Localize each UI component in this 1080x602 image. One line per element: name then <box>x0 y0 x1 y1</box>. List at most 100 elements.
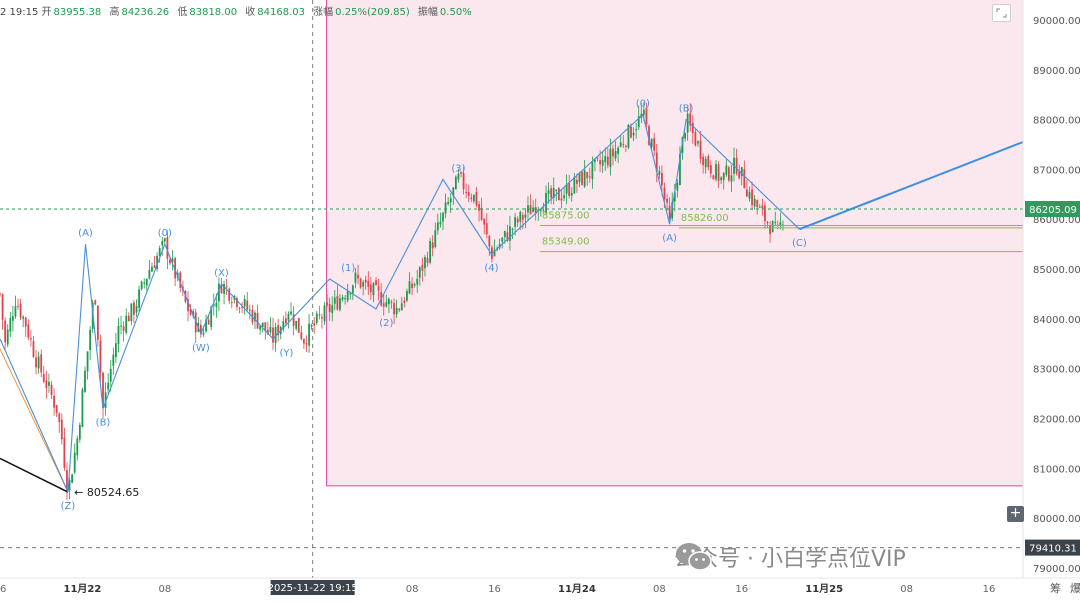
candle <box>94 299 97 306</box>
candle <box>133 300 135 324</box>
candle-body <box>751 189 753 206</box>
candle-body <box>393 303 395 315</box>
candle-body <box>122 326 125 331</box>
candle-body <box>537 209 540 211</box>
candle-body <box>179 272 182 288</box>
candle <box>524 208 527 228</box>
candle-body <box>642 109 645 115</box>
candle <box>727 165 730 183</box>
candle-body <box>42 373 45 382</box>
candle-body <box>112 354 115 366</box>
candle-body <box>766 222 769 224</box>
candle <box>709 160 712 178</box>
candle <box>230 296 233 309</box>
candle <box>715 160 717 182</box>
candle-body <box>297 317 300 333</box>
y-tick-label: 83000.00 <box>1033 365 1080 376</box>
candle-body <box>756 200 759 208</box>
candle <box>251 305 254 325</box>
candle-body <box>166 237 169 259</box>
candle <box>53 388 55 416</box>
candle-body <box>349 293 352 295</box>
candle <box>135 299 138 317</box>
candle-body <box>120 325 122 327</box>
candle-body <box>413 284 416 286</box>
candle <box>349 292 352 300</box>
candle <box>27 319 30 341</box>
candle-body <box>764 205 766 222</box>
candle <box>333 290 336 311</box>
candle-body <box>256 312 259 329</box>
candle <box>50 381 53 400</box>
candle-body <box>359 278 362 288</box>
candle <box>148 260 151 280</box>
candle-body <box>1 294 4 320</box>
candle-body <box>50 384 53 396</box>
candle <box>344 295 347 305</box>
candle-body <box>89 329 92 350</box>
candle <box>0 292 1 297</box>
candle-body <box>524 214 527 218</box>
candle-body <box>673 192 676 202</box>
watermark: 公众号 · 小白学点位VIP <box>674 540 906 574</box>
candle <box>220 278 223 294</box>
candle <box>699 131 702 164</box>
candle-body <box>4 320 7 343</box>
candle <box>112 347 115 375</box>
candle-body <box>395 307 398 315</box>
wave-label: (0) <box>636 99 650 110</box>
candle <box>212 293 215 316</box>
candle <box>408 272 411 295</box>
candle-body <box>17 305 19 307</box>
projection-line <box>799 141 1024 231</box>
candle-body <box>635 129 638 131</box>
candle <box>4 317 7 351</box>
candle-body <box>753 198 756 207</box>
candle-body <box>48 381 50 386</box>
candle <box>114 332 117 364</box>
candle <box>287 311 290 329</box>
candle-body <box>351 285 354 294</box>
candle-body <box>84 370 86 392</box>
candle-body <box>467 192 470 197</box>
candle <box>354 268 357 289</box>
candle-body <box>565 184 568 194</box>
candle <box>769 221 771 243</box>
candle-body <box>264 322 267 331</box>
candle-body <box>578 172 581 183</box>
add-price-alert-button[interactable]: + <box>1007 506 1024 522</box>
candle-body <box>650 139 653 148</box>
expand-icon[interactable] <box>992 4 1011 22</box>
candle-body <box>400 303 403 311</box>
candle-body <box>261 322 264 327</box>
candle <box>68 477 71 500</box>
candle <box>403 296 406 308</box>
candle-body <box>300 332 303 340</box>
candle <box>305 335 308 353</box>
candle-body <box>143 282 146 284</box>
candle <box>689 103 692 132</box>
candle <box>138 285 140 313</box>
candle-body <box>758 206 761 208</box>
candle <box>666 193 668 211</box>
candle <box>717 161 720 189</box>
candle-body <box>583 170 586 187</box>
candle <box>99 334 102 383</box>
candle-body <box>248 309 251 311</box>
candle <box>594 159 596 172</box>
candle <box>470 193 473 202</box>
candle-body <box>429 241 432 263</box>
candle-body <box>102 372 104 409</box>
candle-body <box>715 164 717 180</box>
change-value: 0.25%(209.85) <box>335 7 410 18</box>
candle-body <box>707 156 710 168</box>
candle <box>125 308 128 335</box>
candle-body <box>717 164 720 182</box>
wechat-icon <box>676 543 712 571</box>
candle-body <box>207 319 210 325</box>
candle <box>308 313 310 353</box>
candle-body <box>223 284 225 294</box>
close-label: 收 <box>245 7 256 18</box>
